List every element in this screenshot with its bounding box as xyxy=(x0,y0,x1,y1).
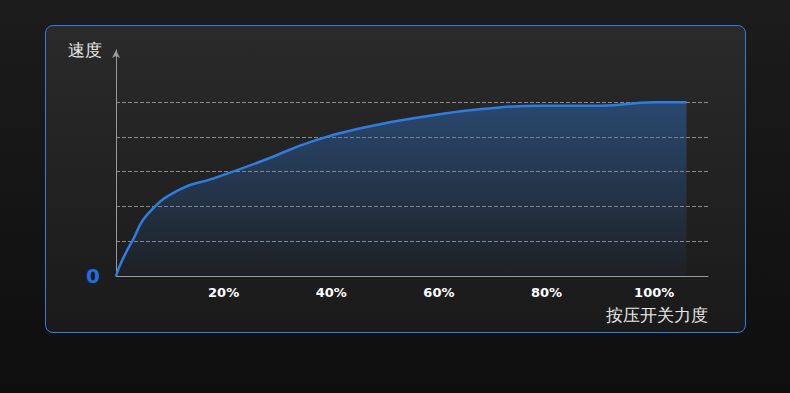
svg-text:40%: 40% xyxy=(316,285,347,300)
svg-text:80%: 80% xyxy=(531,285,562,300)
svg-text:0: 0 xyxy=(86,264,100,288)
svg-text:按压开关力度: 按压开关力度 xyxy=(606,305,708,325)
svg-text:60%: 60% xyxy=(423,285,454,300)
svg-text:100%: 100% xyxy=(634,285,674,300)
svg-text:20%: 20% xyxy=(208,285,239,300)
svg-text:速度: 速度 xyxy=(68,40,102,60)
